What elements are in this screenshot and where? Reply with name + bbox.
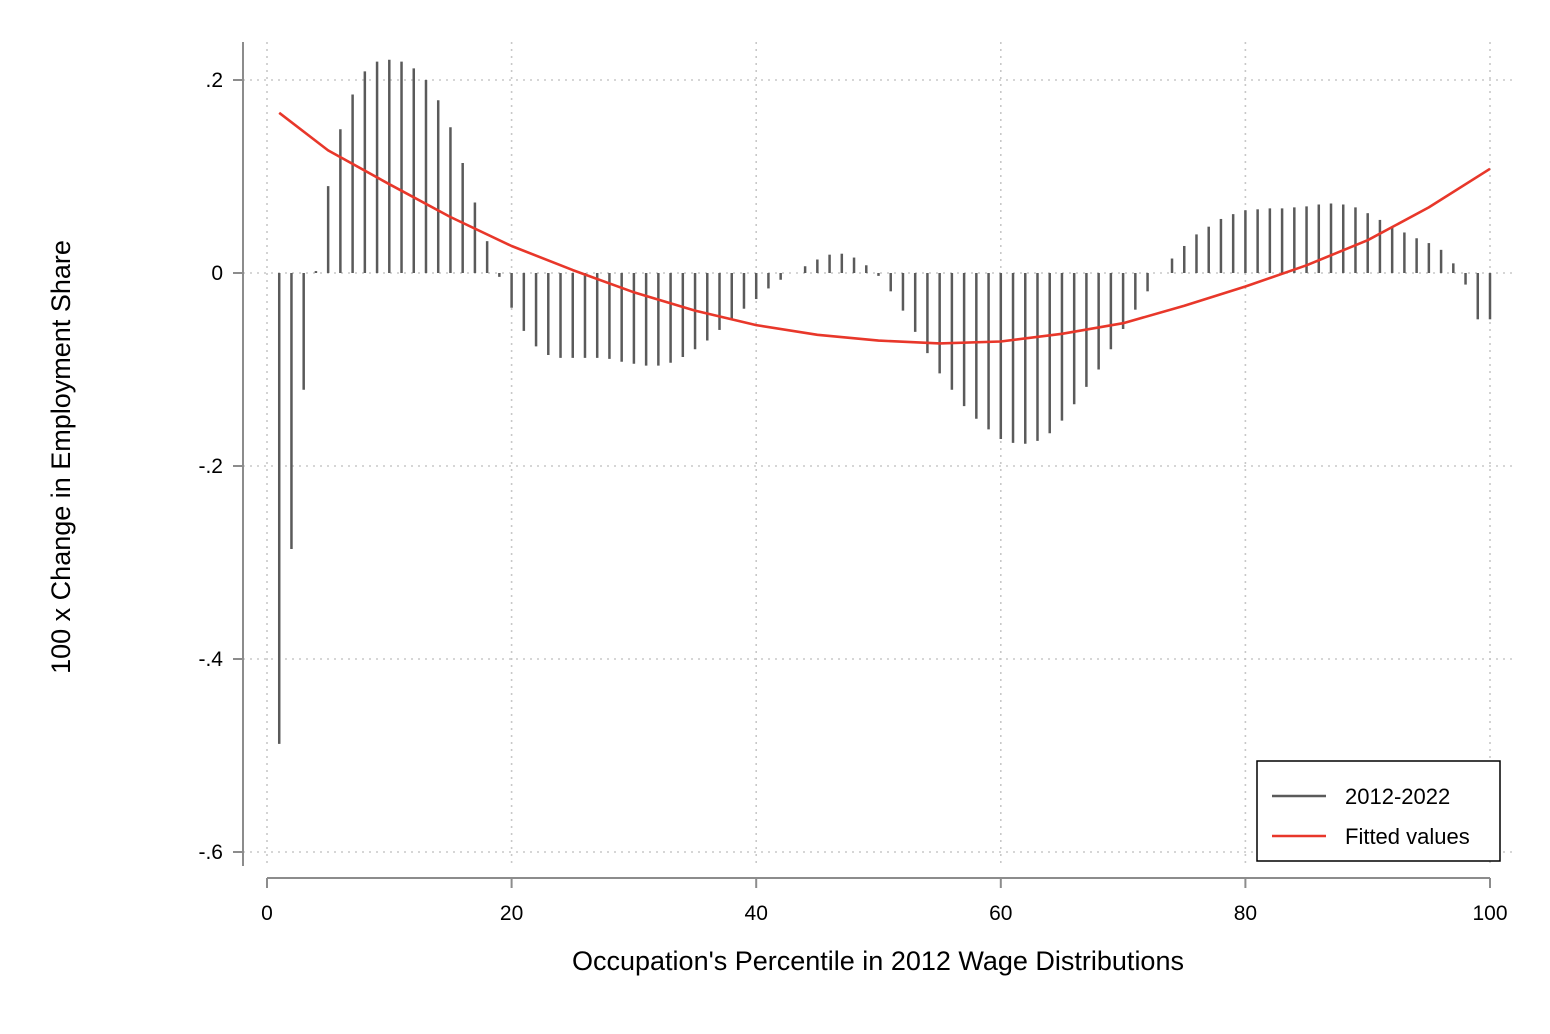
x-tick-label: 40	[745, 902, 768, 925]
x-axis-title: Occupation's Percentile in 2012 Wage Dis…	[572, 946, 1184, 976]
bars-layer	[277, 59, 1492, 744]
y-axis-title: 100 x Change in Employment Share	[46, 240, 76, 674]
fit-layer	[278, 111, 1491, 345]
axes-layer	[242, 42, 1490, 879]
legend-box	[1256, 760, 1501, 862]
x-tick-label: 60	[989, 902, 1012, 925]
x-tick-label: 100	[1472, 902, 1507, 925]
ticks-layer: .2 0 -.2 -.4 -.6 0 20 40 60 80 100	[198, 69, 1507, 925]
y-tick-label: -.4	[198, 648, 223, 671]
legend-label-bars: 2012-2022	[1345, 784, 1450, 809]
x-tick-label: 20	[500, 902, 523, 925]
y-tick-label: -.6	[198, 841, 223, 864]
legend: 2012-2022 Fitted values	[1256, 760, 1501, 862]
y-tick-label: .2	[205, 69, 223, 92]
y-tick-label: -.2	[198, 455, 223, 478]
y-tick-label: 0	[211, 262, 223, 285]
fitted-line	[278, 111, 1491, 345]
legend-label-fitted: Fitted values	[1345, 824, 1470, 849]
x-tick-label: 80	[1234, 902, 1257, 925]
x-tick-label: 0	[261, 902, 273, 925]
grid-layer	[243, 42, 1512, 866]
